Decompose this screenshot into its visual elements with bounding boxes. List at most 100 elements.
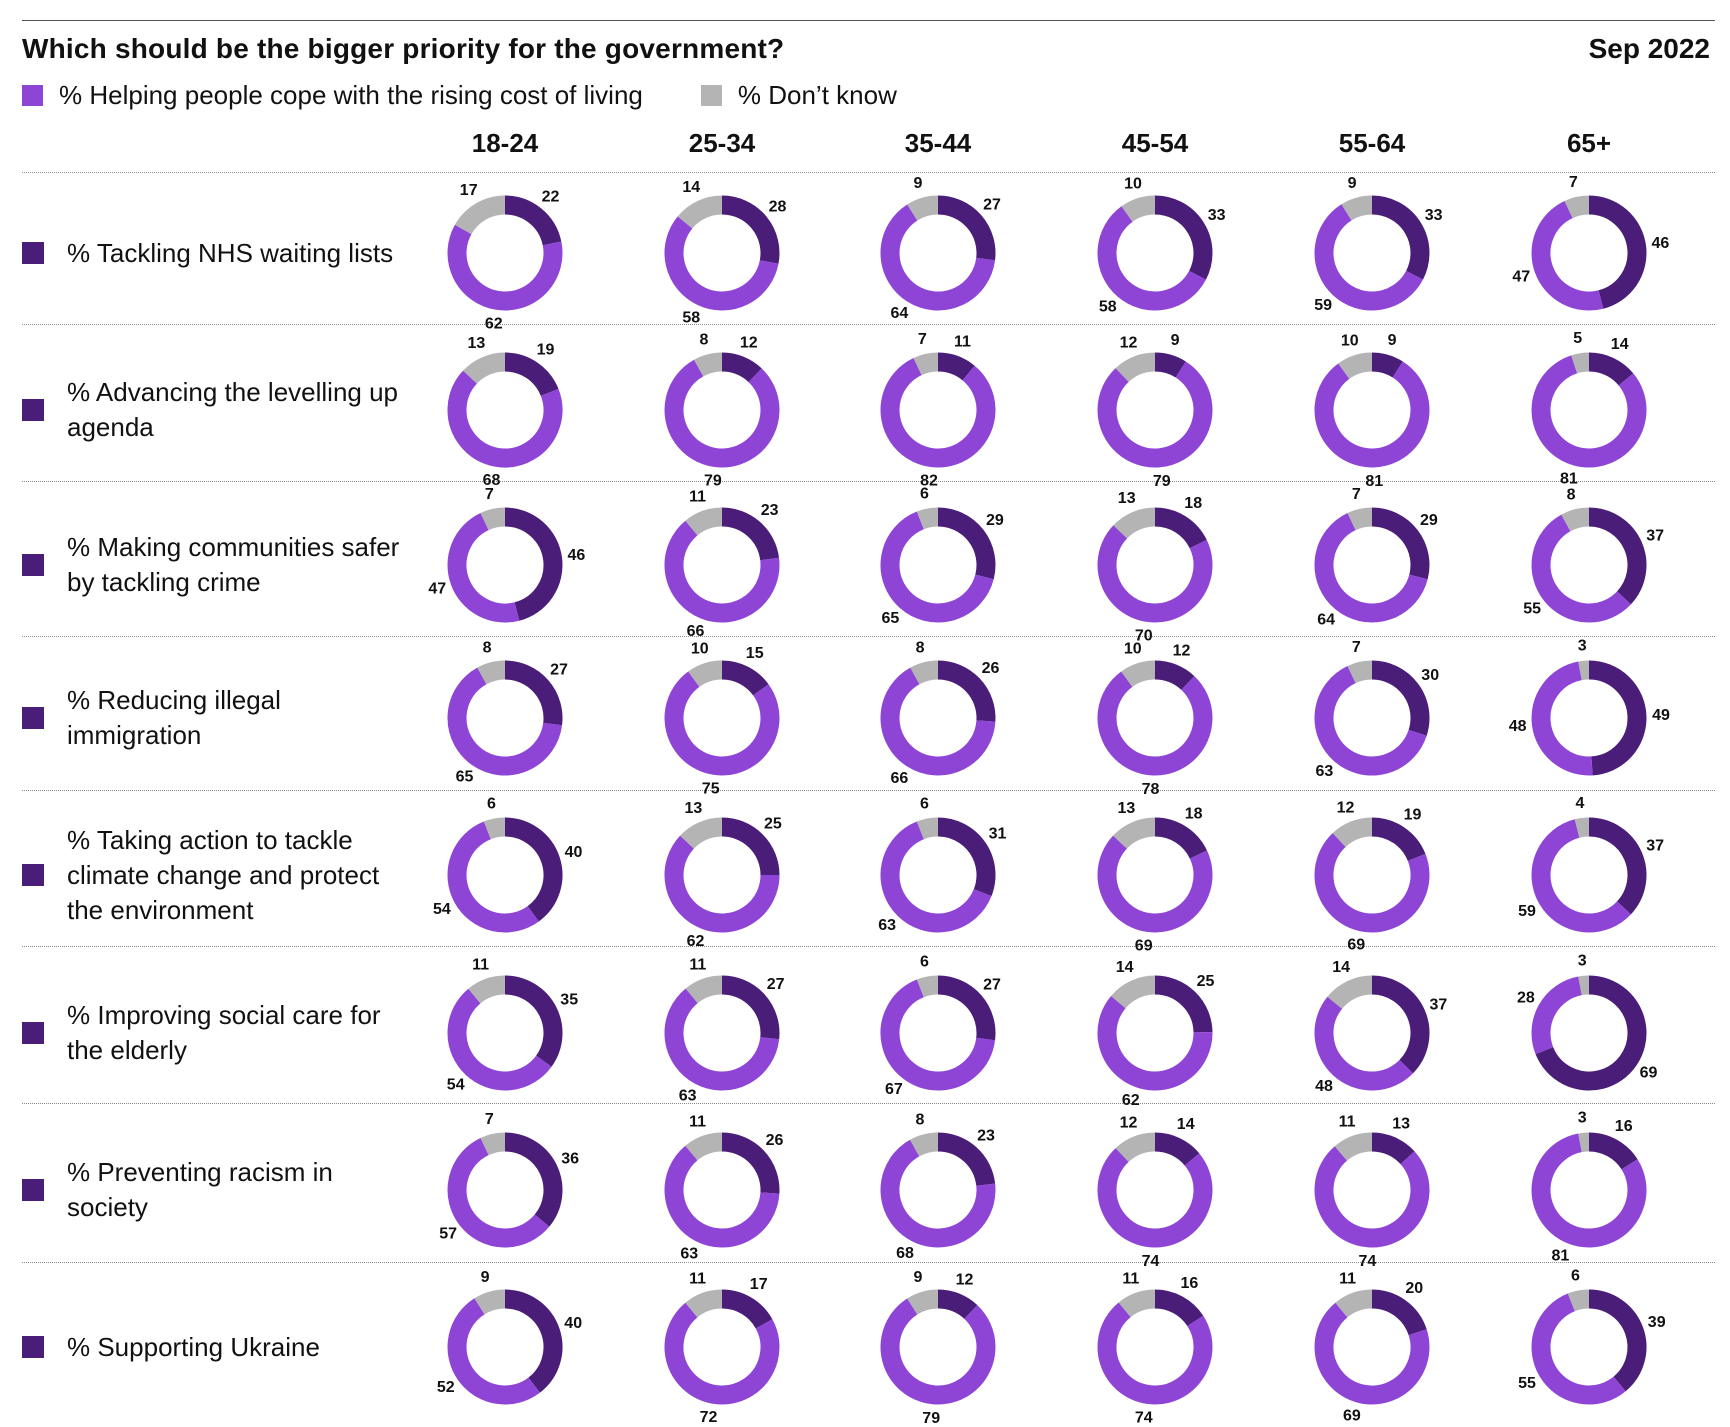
data-label-alternative: 30: [1421, 667, 1439, 684]
top-rule: [22, 20, 1715, 21]
row-separator: [22, 172, 1715, 173]
legend-swatch-cost-of-living: [22, 85, 43, 106]
data-label-alternative: 19: [537, 342, 555, 359]
donut-segment-alternative: [937, 1289, 978, 1320]
data-label-dont-know: 10: [1124, 176, 1142, 193]
data-label-alternative: 14: [1177, 1116, 1195, 1133]
donut-segment-dont-know: [910, 660, 939, 685]
donut-segment-alternative: [721, 1132, 780, 1194]
data-label-cost-of-living: 62: [687, 933, 705, 950]
data-label-alternative: 69: [1640, 1065, 1658, 1082]
donut-segment-dont-know: [1347, 660, 1373, 684]
data-label-cost-of-living: 68: [896, 1245, 914, 1262]
row-label-text: % Preventing racism in society: [67, 1157, 333, 1222]
data-label-dont-know: 6: [920, 954, 929, 971]
donut-segment-cost-of-living: [880, 667, 996, 776]
donut-segment-cost-of-living: [447, 821, 539, 933]
data-label-cost-of-living: 52: [437, 1379, 455, 1396]
donut-segment-dont-know: [1578, 975, 1590, 996]
donut-segment-alternative: [721, 352, 762, 383]
donut-segment-cost-of-living: [1531, 514, 1631, 623]
column-header-45-54: 45-54: [1121, 128, 1189, 158]
donut-segment-cost-of-living: [664, 671, 780, 776]
data-label-alternative: 11: [954, 334, 971, 351]
donut-segment-dont-know: [1121, 195, 1156, 222]
donut-segment-alternative: [937, 660, 996, 722]
donut-segment-dont-know: [685, 507, 723, 536]
data-label-cost-of-living: 65: [456, 769, 474, 786]
row-label: % Advancing the levelling up agenda: [22, 350, 412, 470]
data-label-alternative: 16: [1615, 1118, 1633, 1135]
donut-segment-alternative: [937, 1132, 996, 1187]
column-header-25-34: 25-34: [688, 128, 756, 158]
data-label-dont-know: 8: [483, 640, 492, 657]
data-label-dont-know: 9: [913, 175, 922, 192]
data-label-cost-of-living: 57: [439, 1225, 457, 1242]
row-marker: [22, 554, 44, 576]
donut-segment-dont-know: [1115, 352, 1156, 383]
data-label-dont-know: 9: [1348, 175, 1357, 192]
data-label-cost-of-living: 63: [1316, 763, 1334, 780]
donut-segment-dont-know: [907, 1289, 939, 1315]
data-label-dont-know: 11: [689, 1114, 706, 1131]
data-label-cost-of-living: 69: [1347, 937, 1365, 954]
data-label-dont-know: 11: [472, 957, 489, 974]
chart-date: Sep 2022: [1588, 33, 1710, 64]
data-label-cost-of-living: 69: [1343, 1407, 1361, 1424]
donut-segment-dont-know: [1338, 352, 1373, 380]
data-label-dont-know: 8: [916, 640, 925, 657]
donut-segment-alternative: [937, 352, 975, 381]
donut-segment-cost-of-living: [447, 370, 563, 468]
data-label-cost-of-living: 65: [882, 610, 900, 627]
data-label-alternative: 12: [1173, 642, 1191, 659]
data-label-cost-of-living: 63: [680, 1245, 698, 1262]
donut-segment-dont-know: [1332, 817, 1373, 848]
data-label-dont-know: 6: [920, 796, 929, 813]
donut-segment-alternative: [1371, 660, 1430, 736]
data-label-alternative: 29: [1420, 512, 1438, 529]
data-label-dont-know: 7: [485, 486, 494, 503]
data-label-alternative: 33: [1425, 207, 1443, 224]
data-label-alternative: 18: [1184, 495, 1202, 512]
donut-segment-cost-of-living: [1314, 996, 1413, 1091]
data-label-alternative: 12: [740, 334, 758, 351]
data-label-alternative: 23: [761, 502, 779, 519]
donut-segment-cost-of-living: [1531, 976, 1583, 1055]
donut-segment-alternative: [1588, 507, 1647, 605]
data-label-alternative: 39: [1648, 1314, 1666, 1331]
donut-segment-alternative: [721, 660, 769, 696]
data-label-cost-of-living: 47: [428, 581, 446, 598]
donut-segment-cost-of-living: [1097, 1148, 1213, 1248]
data-label-alternative: 40: [565, 844, 583, 861]
row-marker: [22, 864, 44, 886]
donut-segment-dont-know: [477, 660, 506, 685]
data-label-dont-know: 17: [460, 182, 478, 199]
data-label-cost-of-living: 75: [702, 780, 720, 797]
donut-segment-cost-of-living: [1097, 1302, 1213, 1405]
donut-segment-dont-know: [1118, 1289, 1156, 1318]
row-separator: [22, 481, 1715, 482]
data-label-dont-know: 11: [689, 956, 706, 973]
donut-segment-dont-know: [694, 352, 723, 377]
donut-segment-dont-know: [677, 195, 723, 229]
data-label-dont-know: 14: [1116, 959, 1134, 976]
data-label-cost-of-living: 64: [891, 305, 909, 322]
data-label-cost-of-living: 62: [1122, 1092, 1140, 1109]
donut-segment-dont-know: [685, 975, 723, 1004]
data-label-dont-know: 7: [918, 331, 927, 348]
data-label-dont-know: 14: [682, 179, 700, 196]
data-label-alternative: 13: [1392, 1115, 1410, 1132]
donut-segment-dont-know: [1113, 507, 1156, 539]
data-label-dont-know: 12: [1120, 334, 1138, 351]
data-label-dont-know: 14: [1332, 959, 1350, 976]
donut-segment-dont-know: [1574, 817, 1590, 838]
donut-segment-dont-know: [913, 352, 939, 376]
donut-segment-alternative: [721, 195, 780, 264]
donut-segment-cost-of-living: [664, 1302, 780, 1405]
data-label-cost-of-living: 79: [704, 473, 722, 490]
data-label-cost-of-living: 28: [1517, 990, 1535, 1007]
row-separator: [22, 790, 1715, 791]
row-marker: [22, 1179, 44, 1201]
data-label-cost-of-living: 63: [878, 917, 896, 934]
legend: % Helping people cope with the rising co…: [22, 80, 955, 111]
